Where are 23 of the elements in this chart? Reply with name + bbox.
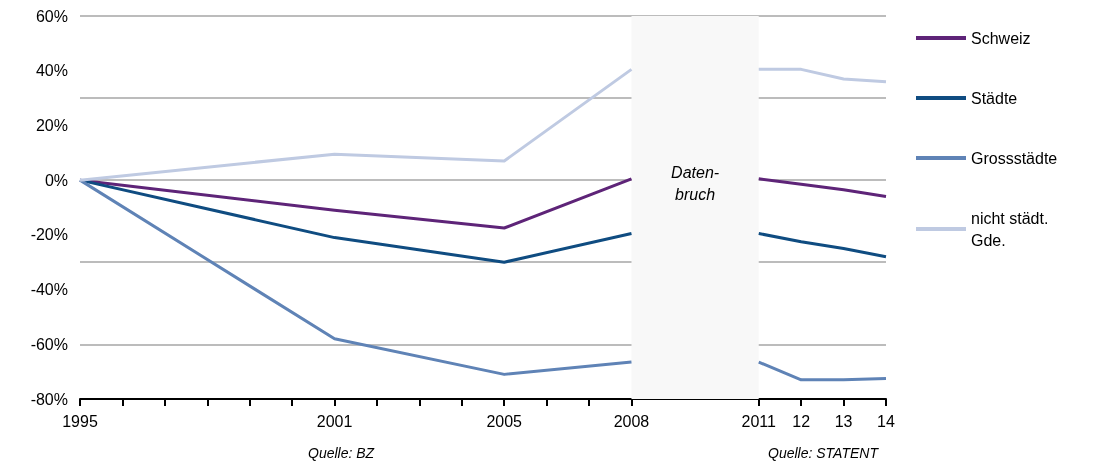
y-tick-label: -40%: [30, 281, 68, 299]
source-note: Quelle: STATENT: [768, 445, 880, 461]
legend-label: Schweiz: [971, 29, 1031, 47]
legend-label: Grossstädte: [971, 149, 1058, 167]
x-tick-label: 1995: [62, 412, 98, 430]
legend-label: nicht städt. Gde.: [971, 209, 1053, 249]
x-tick-label: 2001: [316, 412, 353, 430]
legend-label: Städte: [971, 89, 1018, 107]
x-tick-label: 13: [834, 412, 853, 430]
x-tick-label: 12: [792, 412, 811, 430]
x-tick-label: 2011: [741, 412, 777, 430]
band-label: Daten- bruch: [671, 163, 720, 203]
y-tick-label: 40%: [35, 62, 68, 80]
y-tick-label: 0%: [44, 171, 68, 189]
y-tick-label: -60%: [30, 335, 68, 353]
y-tick-label: 20%: [35, 116, 68, 134]
y-tick-label: -80%: [30, 390, 68, 408]
x-tick-label: 2005: [486, 412, 523, 430]
y-tick-label: -20%: [30, 226, 68, 244]
x-tick-label: 14: [877, 412, 895, 430]
x-tick-label: 2008: [613, 412, 650, 430]
y-tick-label: 60%: [35, 7, 68, 25]
source-note: Quelle: BZ: [308, 445, 375, 461]
